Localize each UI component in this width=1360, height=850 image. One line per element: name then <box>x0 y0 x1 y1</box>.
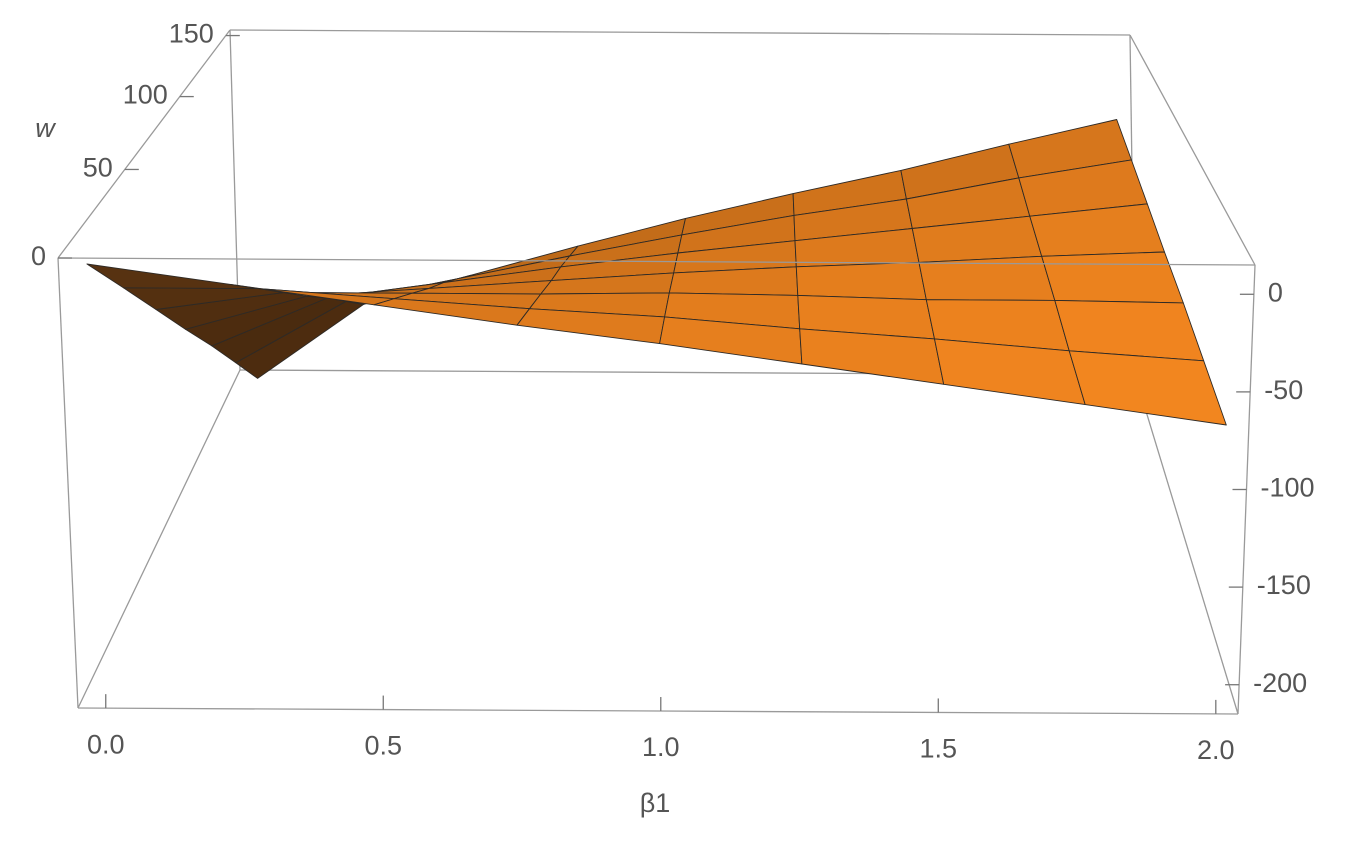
box-edge <box>77 707 1239 715</box>
z-tick-label: -50 <box>1264 375 1303 405</box>
box-edge <box>1129 34 1256 266</box>
box-edge <box>229 29 1131 36</box>
box-edge <box>57 257 1256 266</box>
box-edge <box>1134 374 1239 715</box>
x-tick-label: 1.5 <box>920 734 958 764</box>
z-tick-label: 0 <box>1268 277 1283 307</box>
x-axis-label: β1 <box>640 788 671 818</box>
w-tick-label: 100 <box>123 80 168 110</box>
z-tick-label: -100 <box>1261 473 1315 503</box>
box-edge <box>77 369 241 709</box>
w-tick-label: 0 <box>31 241 46 271</box>
box-edge <box>57 29 231 259</box>
surface-patch <box>795 261 927 301</box>
x-tick-label: 0.5 <box>364 731 402 761</box>
box-edge <box>57 257 79 709</box>
w-axis-label: w <box>35 113 56 143</box>
surface-patch <box>1068 350 1227 426</box>
z-tick-label: -200 <box>1253 668 1307 698</box>
x-tick-label: 2.0 <box>1197 735 1235 765</box>
z-tick-label: -150 <box>1257 570 1311 600</box>
x-tick-label: 0.0 <box>87 729 125 759</box>
x-tick-label: 1.0 <box>642 732 680 762</box>
w-tick-label: 50 <box>83 153 113 183</box>
w-tick-label: 150 <box>169 19 214 49</box>
surface-patch <box>1041 251 1184 304</box>
